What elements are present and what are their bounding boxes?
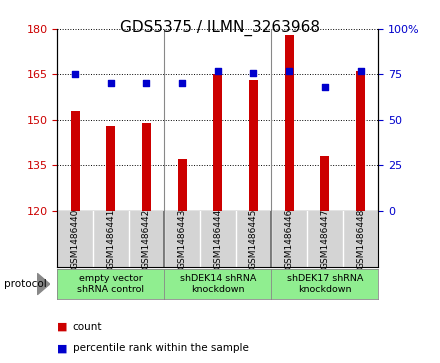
Text: GSM1486446: GSM1486446 [285,208,293,269]
Bar [356,72,365,211]
Point [357,68,364,74]
Bar [106,126,115,211]
Bar [249,81,258,211]
Text: GSM1486447: GSM1486447 [320,208,330,269]
Bar [70,111,80,211]
Text: shDEK14 shRNA
knockdown: shDEK14 shRNA knockdown [180,274,256,294]
Point [321,84,328,90]
Text: GSM1486443: GSM1486443 [178,208,187,269]
Text: empty vector
shRNA control: empty vector shRNA control [77,274,144,294]
Text: GSM1486441: GSM1486441 [106,208,115,269]
Text: ■: ■ [57,343,68,354]
Text: shDEK17 shRNA
knockdown: shDEK17 shRNA knockdown [287,274,363,294]
Text: ■: ■ [57,322,68,332]
Point [72,72,79,77]
Point [179,81,186,86]
Bar [213,74,222,211]
Polygon shape [37,273,50,295]
Bar [320,156,329,211]
Text: GSM1486440: GSM1486440 [70,208,80,269]
Text: GSM1486442: GSM1486442 [142,209,151,269]
Point [286,68,293,74]
Text: GSM1486444: GSM1486444 [213,209,222,269]
Bar [285,35,293,211]
Text: protocol: protocol [4,279,47,289]
Bar [142,123,151,211]
Point [143,81,150,86]
Text: count: count [73,322,102,332]
Bar [178,159,187,211]
Text: GSM1486448: GSM1486448 [356,208,365,269]
Text: percentile rank within the sample: percentile rank within the sample [73,343,249,354]
Point [214,68,221,74]
Text: GSM1486445: GSM1486445 [249,208,258,269]
Point [107,81,114,86]
Point [250,70,257,76]
Text: GDS5375 / ILMN_3263968: GDS5375 / ILMN_3263968 [120,20,320,36]
